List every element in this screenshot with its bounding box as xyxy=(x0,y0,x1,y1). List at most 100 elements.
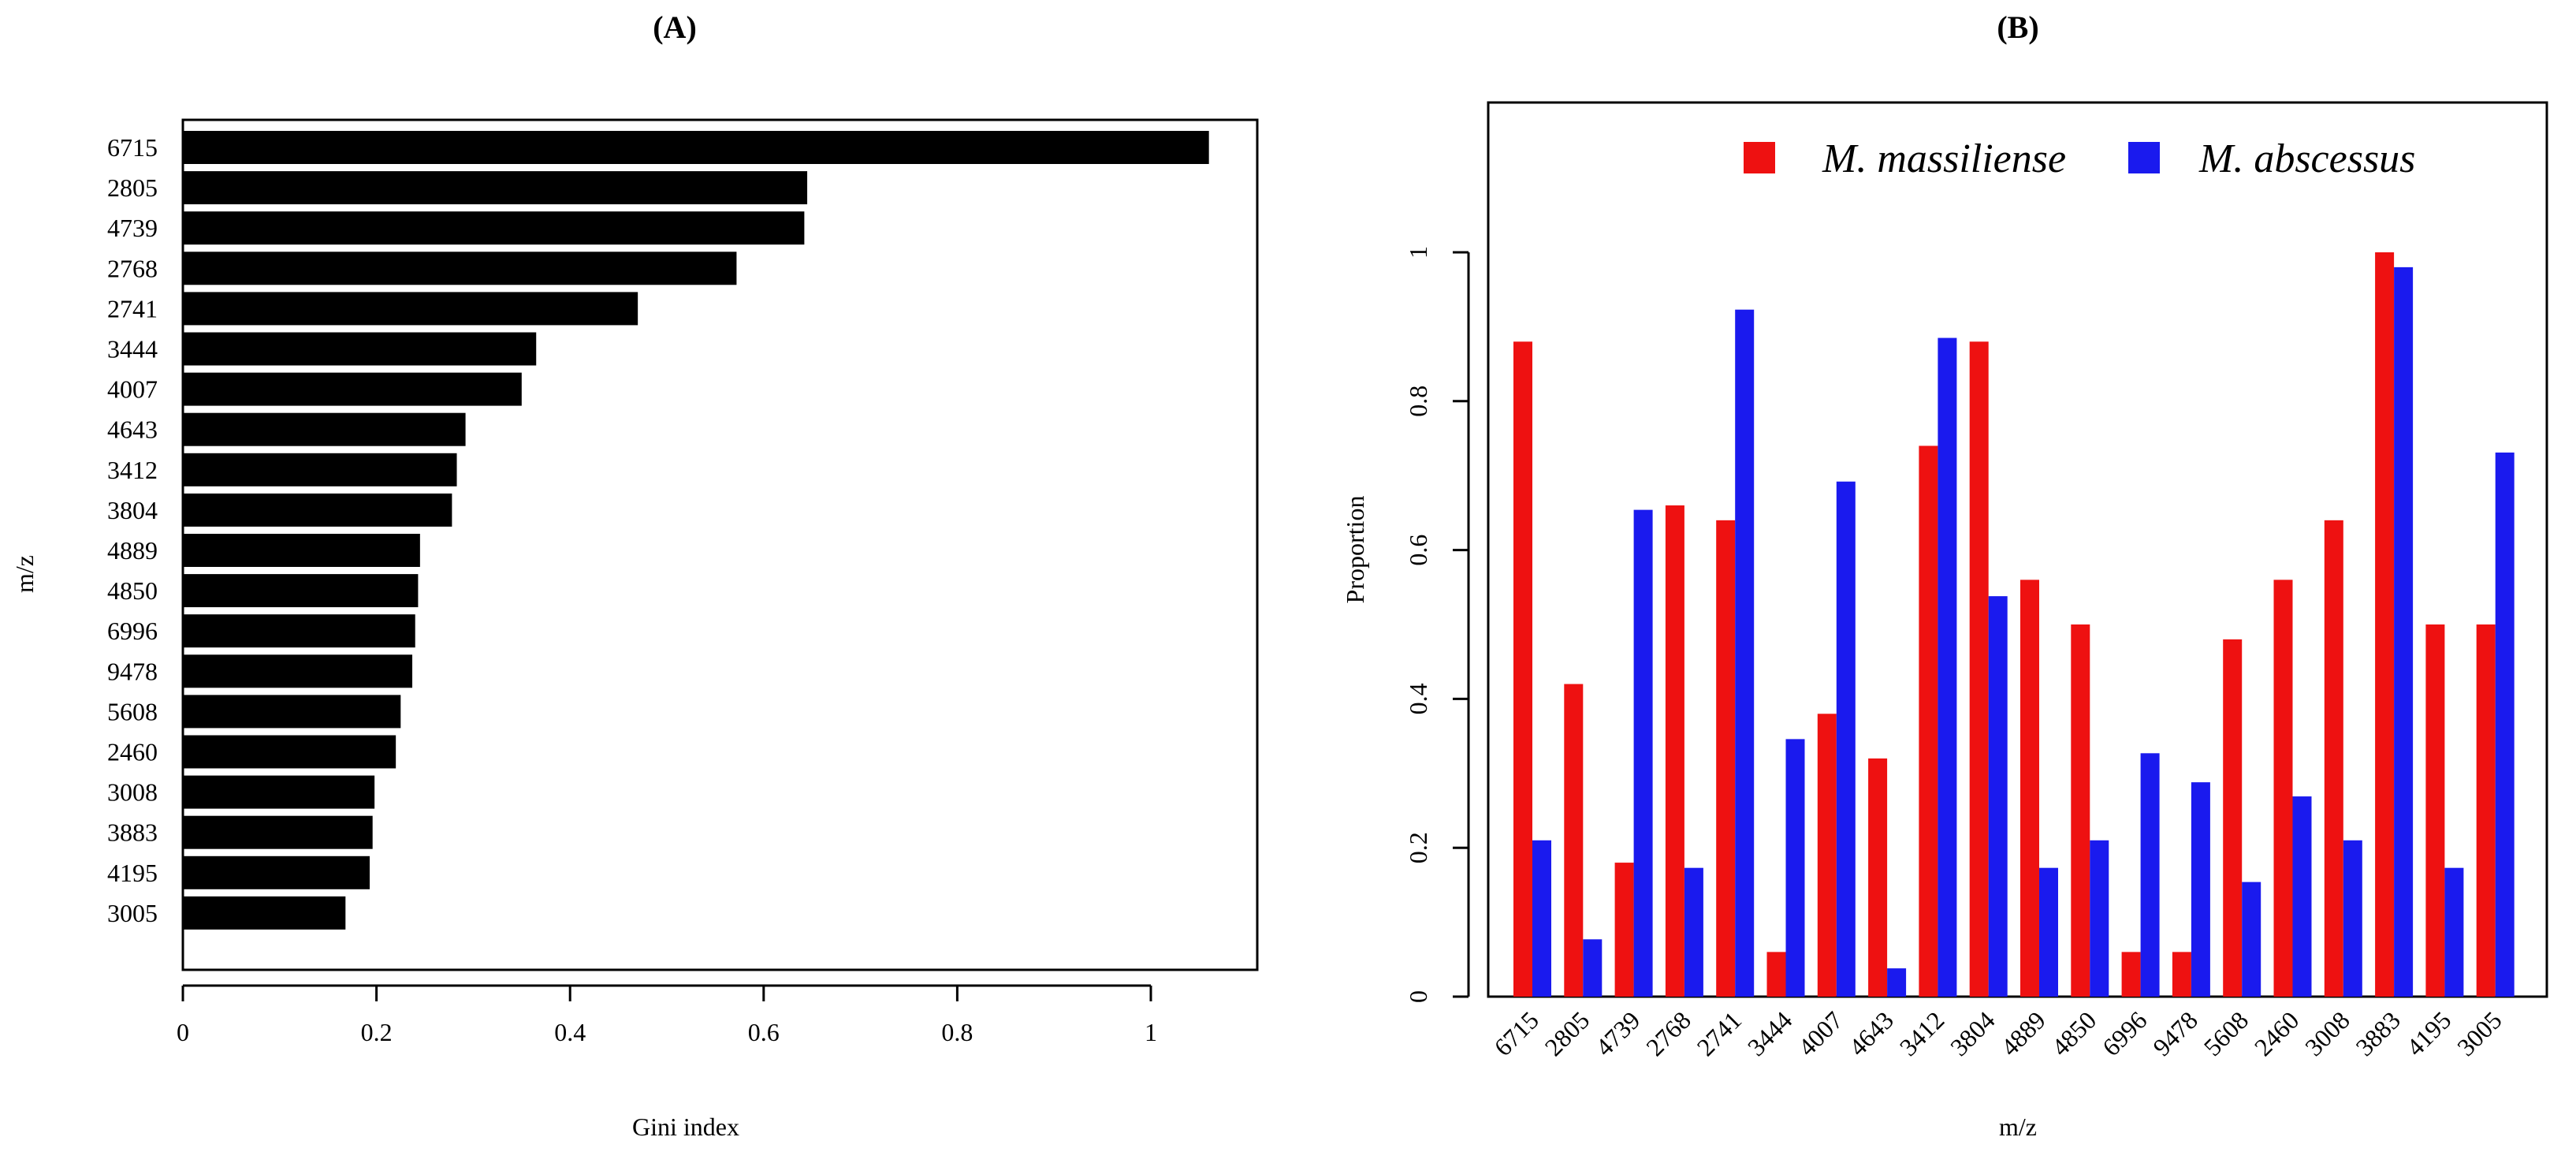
panel-a-title: (A) xyxy=(653,9,697,45)
bar-b-massiliense-2460 xyxy=(2273,580,2293,997)
x-tick-label-b-2460: 2460 xyxy=(2249,1005,2305,1061)
x-tick-label-a-0.4: 0.4 xyxy=(554,1018,586,1046)
bar-b-massiliense-2805 xyxy=(1564,684,1584,997)
bar-b-abscessus-2805 xyxy=(1583,939,1603,997)
bar-b-abscessus-6715 xyxy=(1532,840,1551,997)
y-tick-label-a-3804: 3804 xyxy=(107,496,158,524)
y-tick-label-b-0.2: 0.2 xyxy=(1404,832,1432,863)
y-tick-label-b-0.4: 0.4 xyxy=(1404,683,1432,714)
panel-b-y-ticks: 0 0.2 0.4 0.6 0.8 1 xyxy=(1404,246,1469,1003)
x-tick-label-a-0.2: 0.2 xyxy=(361,1018,393,1046)
bar-a-2460 xyxy=(183,735,396,769)
bar-a-4889 xyxy=(183,534,420,567)
bar-b-abscessus-3008 xyxy=(2343,840,2362,997)
y-tick-label-a-2768: 2768 xyxy=(107,254,158,282)
bar-b-massiliense-2741 xyxy=(1716,520,1736,997)
bar-b-abscessus-3883 xyxy=(2394,267,2414,997)
panel-b-plot-frame xyxy=(1487,101,2548,998)
bar-a-3804 xyxy=(183,493,452,527)
bar-b-abscessus-2768 xyxy=(1684,867,1703,997)
bar-b-abscessus-5608 xyxy=(2242,882,2261,997)
panel-a: (A) 6715 2805 4739 2768 2741 3444 4007 4643 3412… xyxy=(10,9,1259,1141)
y-tick-label-a-5608: 5608 xyxy=(107,697,158,725)
bar-a-2741 xyxy=(183,292,638,326)
bar-b-abscessus-4643 xyxy=(1887,968,1907,997)
x-tick-label-b-3883: 3883 xyxy=(2350,1005,2406,1061)
bar-b-massiliense-3412 xyxy=(1919,445,1938,997)
bar-b-massiliense-3444 xyxy=(1766,952,1786,997)
bar-a-5608 xyxy=(183,695,401,729)
bar-b-massiliense-3804 xyxy=(1969,341,1989,997)
panel-a-x-axis-title: Gini index xyxy=(632,1113,739,1141)
x-tick-label-b-4889: 4889 xyxy=(1995,1005,2051,1061)
x-tick-label-a-1: 1 xyxy=(1145,1018,1157,1046)
x-tick-label-b-6996: 6996 xyxy=(2097,1005,2153,1061)
bar-b-massiliense-4850 xyxy=(2071,624,2090,997)
panel-b-x-axis-title: m/z xyxy=(1999,1113,2037,1141)
bar-a-3444 xyxy=(183,332,537,366)
panel-b: (B) 00.20.40.60.81 671528054739276827413… xyxy=(1341,9,2548,1141)
bar-b-abscessus-4195 xyxy=(2444,867,2464,997)
bar-a-9478 xyxy=(183,654,413,688)
panel-a-x-ticks: 0 0.2 0.4 0.6 0.8 1 xyxy=(177,986,1157,1046)
y-tick-label-a-2805: 2805 xyxy=(107,173,158,202)
y-tick-label-a-6715: 6715 xyxy=(107,133,158,162)
panel-a-bars xyxy=(183,131,1209,930)
bar-b-abscessus-3005 xyxy=(2495,452,2515,997)
legend-label-abscessus: M. abscessus xyxy=(2198,136,2415,181)
bar-b-abscessus-9478 xyxy=(2191,782,2210,997)
bar-b-massiliense-4195 xyxy=(2425,624,2445,997)
bar-b-massiliense-9478 xyxy=(2172,952,2191,997)
bar-b-massiliense-4739 xyxy=(1614,863,1634,997)
x-tick-label-b-3412: 3412 xyxy=(1894,1005,1950,1061)
bar-b-abscessus-3412 xyxy=(1938,337,1957,997)
bar-a-2805 xyxy=(183,171,808,205)
bar-b-massiliense-4643 xyxy=(1868,758,1888,997)
bar-b-massiliense-2768 xyxy=(1665,505,1684,997)
x-tick-label-b-3444: 3444 xyxy=(1742,1005,1798,1061)
x-tick-label-b-4739: 4739 xyxy=(1590,1005,1646,1061)
y-tick-label-a-3412: 3412 xyxy=(107,456,158,484)
x-tick-label-a-0.6: 0.6 xyxy=(748,1018,780,1046)
y-tick-label-a-6996: 6996 xyxy=(107,617,158,645)
y-tick-label-b-0.6: 0.6 xyxy=(1404,535,1432,566)
bar-b-massiliense-6996 xyxy=(2121,952,2141,997)
x-tick-label-b-2805: 2805 xyxy=(1539,1005,1595,1061)
bar-a-6996 xyxy=(183,614,415,648)
bar-b-abscessus-4889 xyxy=(2039,867,2058,997)
panel-b-y-axis-title: Proportion xyxy=(1341,496,1369,604)
x-tick-label-b-4643: 4643 xyxy=(1843,1005,1899,1061)
legend-swatch-massiliense xyxy=(1744,142,1775,173)
bar-b-abscessus-3804 xyxy=(1988,596,2008,997)
x-tick-label-b-3008: 3008 xyxy=(2299,1005,2355,1061)
bar-b-abscessus-2741 xyxy=(1735,309,1755,997)
bar-a-4007 xyxy=(183,372,522,406)
y-tick-label-a-4007: 4007 xyxy=(107,375,158,404)
y-tick-label-a-2741: 2741 xyxy=(107,294,158,322)
x-tick-label-b-2768: 2768 xyxy=(1640,1005,1696,1061)
panel-b-x-tick-labels: 6715280547392768274134444007464334123804… xyxy=(1488,1005,2507,1061)
y-tick-label-a-3008: 3008 xyxy=(107,778,158,807)
y-tick-label-a-9478: 9478 xyxy=(107,657,158,685)
bar-a-4850 xyxy=(183,574,419,608)
x-tick-label-a-0.8: 0.8 xyxy=(941,1018,973,1046)
y-tick-label-a-2460: 2460 xyxy=(107,738,158,766)
x-tick-label-b-4195: 4195 xyxy=(2401,1005,2457,1061)
panel-a-y-axis-title: m/z xyxy=(10,555,39,593)
y-tick-label-a-4739: 4739 xyxy=(107,214,158,242)
y-tick-label-a-3444: 3444 xyxy=(107,335,158,363)
panel-a-y-tick-labels: 6715 2805 4739 2768 2741 3444 4007 4643 3412 3804… xyxy=(107,133,158,927)
x-tick-label-a-0: 0 xyxy=(177,1018,189,1046)
bar-a-3412 xyxy=(183,453,457,486)
y-tick-label-a-3005: 3005 xyxy=(107,899,158,927)
bar-a-3008 xyxy=(183,775,375,809)
x-tick-label-b-9478: 9478 xyxy=(2147,1005,2203,1061)
x-tick-label-b-3804: 3804 xyxy=(1945,1005,2001,1061)
legend-label-massiliense: M. massiliense xyxy=(1822,136,2066,181)
bar-b-abscessus-4007 xyxy=(1836,481,1856,997)
bar-a-4739 xyxy=(183,211,805,245)
y-tick-label-a-4850: 4850 xyxy=(107,576,158,605)
bar-a-3883 xyxy=(183,815,373,849)
x-tick-label-b-4007: 4007 xyxy=(1792,1005,1848,1061)
